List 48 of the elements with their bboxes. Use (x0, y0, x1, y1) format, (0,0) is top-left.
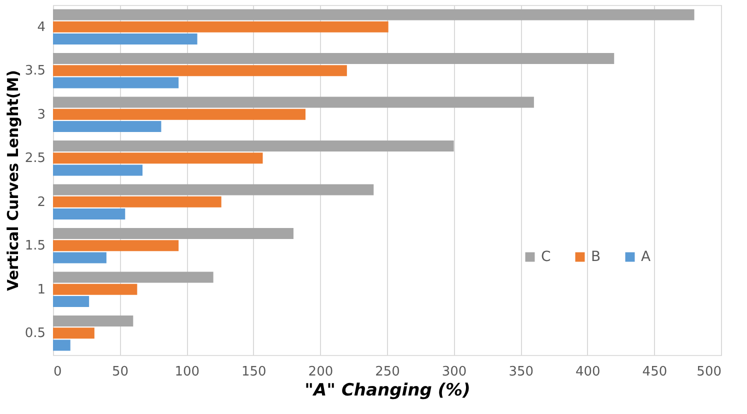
legend-label: A (641, 249, 651, 265)
y-axis-title: Vertical Curves Lenght(M) (4, 70, 22, 291)
x-axis-title: "A" Changing (%) (304, 380, 470, 400)
bar (53, 34, 198, 45)
y-tick-label: 3 (37, 107, 46, 122)
bar (53, 240, 179, 252)
bar (53, 9, 694, 20)
x-tick-label: 300 (442, 364, 467, 380)
legend-label: B (591, 249, 601, 265)
bar (53, 228, 294, 239)
x-tick-label: 0 (54, 364, 62, 380)
bar (53, 152, 263, 164)
bar (53, 315, 134, 326)
y-tick-label: 3.5 (24, 64, 46, 79)
y-tick-label: 2.5 (24, 151, 46, 166)
x-tick-label: 500 (696, 364, 722, 380)
bar (53, 164, 143, 176)
y-tick-label: 2 (37, 194, 46, 210)
bar (53, 21, 388, 32)
bar (53, 140, 454, 152)
y-tick-label: 4 (37, 20, 46, 35)
bar (53, 328, 94, 339)
bar (53, 196, 222, 208)
bar (53, 121, 162, 132)
x-tick-label: 250 (375, 364, 400, 380)
y-tick-label: 1 (37, 282, 46, 298)
x-tick-label: 200 (308, 364, 334, 380)
x-tick-label: 100 (174, 364, 200, 380)
y-tick-label: 1.5 (24, 238, 46, 254)
bar (53, 252, 106, 264)
bar (53, 77, 179, 88)
legend-label: C (541, 249, 551, 265)
bar (53, 340, 70, 351)
bar (53, 96, 534, 108)
x-tick-label: 350 (508, 364, 534, 380)
bar (53, 208, 126, 220)
x-tick-label: 50 (112, 364, 129, 380)
bar (53, 284, 138, 295)
x-tick-label: 150 (241, 364, 266, 380)
bar (53, 108, 306, 120)
x-tick-label: 450 (642, 364, 668, 380)
x-tick-label: 400 (575, 364, 600, 380)
bar (53, 52, 614, 64)
bar (53, 272, 214, 283)
y-tick-label: 0.5 (24, 326, 46, 342)
bar (53, 65, 347, 76)
bar (53, 184, 374, 196)
bar (53, 296, 90, 308)
